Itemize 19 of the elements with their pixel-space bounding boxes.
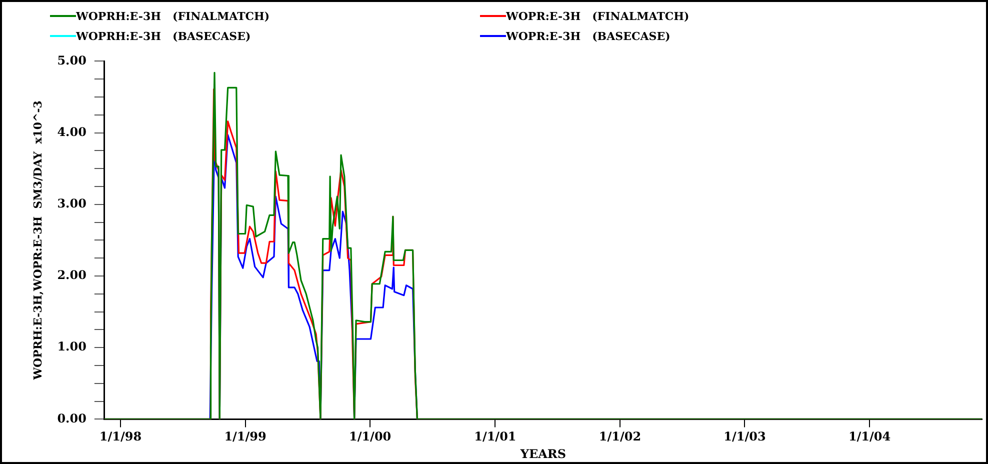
y-tick-label: 0.00: [57, 411, 86, 426]
y-tick-label: 2.00: [57, 268, 86, 282]
y-tick-label: 4.00: [57, 124, 86, 139]
x-tick-label: 1/1/98: [99, 430, 142, 444]
y-tick-label: 1.00: [57, 340, 86, 354]
legend-label: WOPR:E-3H (BASECASE): [506, 30, 670, 42]
x-axis-title: YEARS: [519, 446, 566, 461]
y-tick-label: 5.00: [57, 53, 86, 68]
y-axis-title: WOPRH:E-3H,WOPR:E-3H SM3/DAY x10^-3: [31, 100, 44, 381]
x-tick-label: 1/1/02: [598, 430, 642, 444]
x-tick-label: 1/1/00: [348, 430, 392, 444]
y-tick-label: 3.00: [57, 196, 86, 211]
legend-label: WOPRH:E-3H (BASECASE): [76, 30, 251, 42]
x-tick-label: 1/1/99: [224, 430, 266, 444]
legend-label: WOPR:E-3H (FINALMATCH): [506, 10, 690, 22]
x-tick-label: 1/1/03: [724, 430, 766, 444]
x-tick-label: 1/1/04: [848, 430, 891, 444]
legend-label: WOPRH:E-3H (FINALMATCH): [76, 10, 270, 22]
x-tick-label: 1/1/01: [474, 430, 516, 444]
